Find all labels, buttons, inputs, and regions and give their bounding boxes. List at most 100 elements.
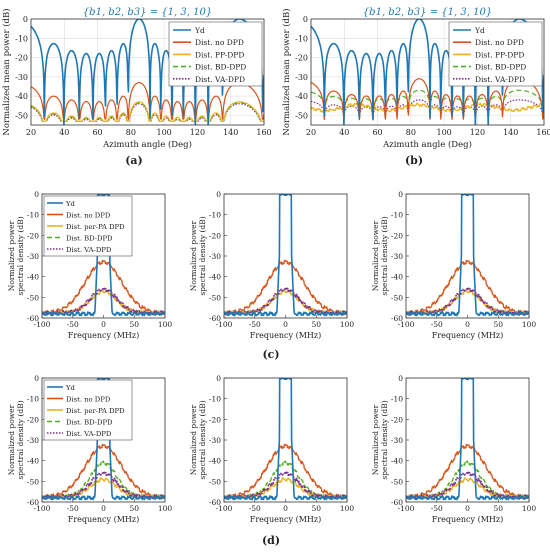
x-tick-label: 50 — [311, 320, 321, 329]
y-tick-label: 0 — [34, 374, 39, 383]
chart-title: {b1, b2, b3} = {1, 3, 10} — [363, 7, 492, 18]
chart-c-subplot-3 — [405, 193, 530, 319]
series-pp-dpd-line — [42, 477, 165, 500]
legend-entry: Dist. BD-DPD — [475, 63, 526, 72]
x-tick-label: 80 — [406, 128, 416, 137]
x-tick-label: -100 — [398, 504, 415, 513]
y-tick-label: -60 — [209, 314, 221, 323]
series-yd-line — [42, 194, 165, 317]
legend-entry: Dist. BD-DPD — [66, 235, 113, 243]
x-tick-label: 160 — [536, 128, 550, 137]
y-tick-label: -50 — [27, 477, 39, 486]
x-tick-label: -50 — [431, 504, 443, 513]
series-no-dpd-line — [224, 259, 347, 315]
y-tick-label: -30 — [27, 436, 39, 445]
x-tick-label: 0 — [465, 504, 470, 513]
y-tick-label: -20 — [391, 231, 403, 240]
series-pp-dpd-line — [406, 477, 529, 500]
panel-label: (a) — [125, 154, 143, 167]
legend-entry: Yd — [474, 26, 485, 35]
y-tick-label: -30 — [27, 252, 39, 261]
y-tick-label: 0 — [34, 190, 39, 199]
series-va-dpd-line — [311, 99, 544, 122]
plot-frame — [41, 377, 166, 503]
x-tick-label: -50 — [67, 320, 79, 329]
panel-label: (c) — [262, 348, 279, 361]
y-tick-label: -20 — [209, 231, 221, 240]
x-tick-label: 40 — [339, 128, 349, 137]
series-pp-dpd-line — [406, 289, 529, 316]
x-axis-label: Frequency (MHz) — [250, 331, 321, 340]
y-tick-label: -10 — [295, 34, 308, 43]
legend-entry: Dist. VA-DPD — [66, 430, 112, 438]
x-tick-label: 140 — [223, 128, 238, 137]
y-tick-label: -60 — [27, 314, 39, 323]
x-tick-label: 100 — [158, 320, 173, 329]
x-tick-label: 60 — [92, 128, 102, 137]
series-no-dpd-line — [406, 443, 529, 499]
x-tick-label: 0 — [283, 504, 288, 513]
x-tick-label: -100 — [216, 504, 233, 513]
legend-entry: Dist. PP-DPD — [195, 50, 244, 59]
x-tick-label: -100 — [398, 320, 415, 329]
x-tick-label: 20 — [26, 128, 36, 137]
x-tick-label: 100 — [158, 504, 173, 513]
legend-entry: Dist. VA-DPD — [475, 75, 525, 84]
plot-frame — [310, 18, 545, 126]
x-tick-label: -50 — [431, 320, 443, 329]
x-tick-label: 0 — [101, 320, 106, 329]
y-tick-label: -20 — [209, 415, 221, 424]
y-tick-label: -20 — [295, 54, 308, 63]
x-tick-label: 100 — [437, 128, 452, 137]
y-tick-label: 0 — [398, 374, 403, 383]
series-no-dpd-line — [42, 443, 165, 499]
y-tick-label: 0 — [303, 15, 308, 24]
chart-c-subplot-1 — [41, 193, 166, 319]
legend-entry: Dist. no DPD — [66, 396, 111, 404]
series-pp-dpd-line — [311, 102, 544, 113]
series-yd-line — [42, 378, 165, 501]
x-tick-label: 0 — [101, 504, 106, 513]
x-tick-label: 50 — [493, 504, 503, 513]
x-tick-label: 50 — [311, 504, 321, 513]
x-axis-label: Frequency (MHz) — [68, 515, 139, 524]
legend-entry: Dist. per-PA DPD — [66, 407, 125, 415]
y-tick-label: -40 — [391, 457, 403, 466]
y-axis-label: Normalized powerspectral density (dB) — [7, 400, 25, 479]
series-no-dpd-line — [311, 78, 544, 120]
x-tick-label: 160 — [256, 128, 271, 137]
y-tick-label: -10 — [209, 211, 221, 220]
y-axis-label: Normalized mean power (dB) — [1, 8, 12, 135]
legend-entry: Dist. per-PA DPD — [66, 223, 125, 231]
x-axis-label: Frequency (MHz) — [68, 331, 139, 340]
x-tick-label: 120 — [470, 128, 485, 137]
y-tick-label: -20 — [27, 231, 39, 240]
x-tick-label: 20 — [306, 128, 316, 137]
series-pp-dpd-line — [42, 289, 165, 316]
chart-d-subplot-1 — [41, 377, 166, 503]
series-pp-dpd-line — [31, 101, 264, 122]
y-tick-label: -40 — [391, 273, 403, 282]
legend-entry: Dist. no DPD — [475, 38, 524, 47]
x-axis-label: Frequency (MHz) — [432, 515, 503, 524]
y-tick-label: -30 — [209, 436, 221, 445]
y-tick-label: -50 — [209, 477, 221, 486]
x-tick-label: -100 — [34, 504, 51, 513]
x-tick-label: 100 — [340, 320, 355, 329]
y-tick-label: -10 — [15, 34, 28, 43]
series-yd-line — [406, 194, 529, 317]
y-tick-label: -40 — [295, 92, 308, 101]
y-tick-label: 0 — [216, 374, 221, 383]
y-axis-label: Normalized mean power (dB) — [281, 8, 292, 135]
series-yd-line — [224, 194, 347, 317]
x-tick-label: 100 — [340, 504, 355, 513]
legend-entry: Dist. no DPD — [66, 212, 111, 220]
x-tick-label: 80 — [126, 128, 136, 137]
x-tick-label: 100 — [522, 504, 537, 513]
y-tick-label: -30 — [295, 73, 308, 82]
x-tick-label: 60 — [372, 128, 382, 137]
x-axis-label: Frequency (MHz) — [250, 515, 321, 524]
y-tick-label: -60 — [209, 498, 221, 507]
y-tick-label: -50 — [27, 293, 39, 302]
series-pp-dpd-line — [224, 289, 347, 316]
